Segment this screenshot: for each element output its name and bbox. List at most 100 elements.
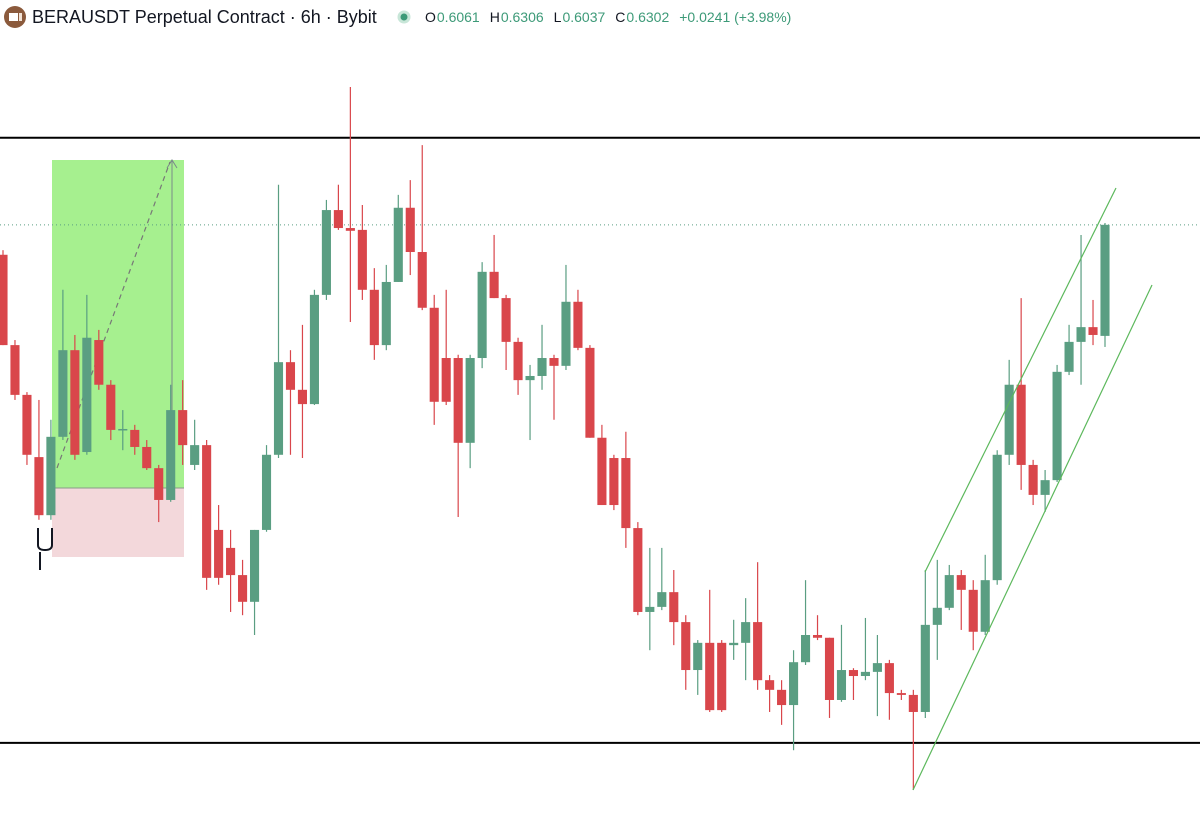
candle-body xyxy=(1064,341,1074,372)
candle-body xyxy=(705,642,715,711)
candle-body xyxy=(345,228,355,231)
candle-body xyxy=(477,271,487,359)
ohlc-label: C xyxy=(615,9,625,25)
candle-body xyxy=(285,362,296,390)
candle-body xyxy=(549,358,559,366)
candle-body xyxy=(561,301,571,366)
candle-body xyxy=(645,606,655,612)
candle-body xyxy=(812,635,823,638)
candle-body xyxy=(58,350,68,437)
candle-body xyxy=(884,663,894,694)
candle-body xyxy=(525,375,535,381)
candle-body xyxy=(908,694,918,712)
logo-icon xyxy=(9,13,18,21)
marker-u xyxy=(37,528,53,552)
candle-body xyxy=(333,210,343,229)
chart-title: BERAUSDT Perpetual Contract · 6h · Bybit xyxy=(32,7,377,27)
candle-body xyxy=(417,252,427,308)
loss-zone xyxy=(52,488,184,557)
candle-body xyxy=(1016,384,1026,465)
ohlc-label: L xyxy=(554,9,562,25)
candle-body xyxy=(753,622,763,681)
channel-lower xyxy=(912,284,1153,791)
candle-body xyxy=(393,207,403,282)
ohlc-label: O xyxy=(425,9,436,25)
candle-body xyxy=(597,437,607,506)
candle-body xyxy=(154,468,164,500)
candle-body xyxy=(920,624,930,712)
candle-body xyxy=(297,389,308,405)
candle-body xyxy=(669,592,679,623)
candle-body xyxy=(273,362,284,455)
candle-body xyxy=(621,458,631,529)
candle-body xyxy=(872,663,882,672)
candle-body xyxy=(824,637,835,700)
candle-body xyxy=(848,670,859,677)
candle-body xyxy=(10,345,20,395)
candle-body xyxy=(202,445,212,578)
candle-body xyxy=(429,307,439,402)
candle-body xyxy=(633,528,643,612)
candle-body xyxy=(261,454,272,530)
candle-body xyxy=(166,410,176,500)
ohlc-readout: O0.6061 H0.6306 L0.6037 C0.6302 +0.0241 (+3.… xyxy=(425,9,791,25)
candle-body xyxy=(1004,384,1014,455)
status-dot xyxy=(397,10,411,24)
candles xyxy=(0,87,1110,790)
candle-body xyxy=(513,341,523,381)
candle-body xyxy=(1052,371,1062,481)
candle-body xyxy=(369,289,379,346)
candle-body xyxy=(0,254,8,346)
candle-body xyxy=(405,207,415,253)
candle-body xyxy=(489,271,499,299)
candle-body xyxy=(657,592,667,607)
ohlc-value: 0.6061 xyxy=(437,9,480,25)
candle-body xyxy=(741,622,751,643)
channel xyxy=(912,187,1153,791)
candle-body xyxy=(130,429,140,447)
change-value: +0.0241 (+3.98%) xyxy=(679,9,791,25)
candle-body xyxy=(46,436,56,516)
candle-body xyxy=(789,662,799,706)
candle-body xyxy=(82,337,92,453)
ohlc-label: H xyxy=(490,9,500,25)
candle-body xyxy=(585,347,595,438)
candle-body xyxy=(70,350,80,455)
candle-body xyxy=(1040,480,1050,495)
candle-body xyxy=(453,358,463,443)
levels xyxy=(0,136,1200,744)
candle-body xyxy=(178,410,188,446)
candle-body xyxy=(537,358,547,376)
candle-body xyxy=(22,394,32,455)
candle-body xyxy=(142,446,152,469)
channel-upper xyxy=(924,187,1117,573)
header-bg xyxy=(0,0,1200,36)
candle-body xyxy=(932,607,942,625)
ohlc-value: 0.6302 xyxy=(626,9,669,25)
candle-body xyxy=(860,671,870,677)
candle-body xyxy=(980,580,990,632)
candle-body xyxy=(106,384,116,430)
candle-body xyxy=(249,529,260,602)
candle-body xyxy=(190,445,200,465)
candle-body xyxy=(836,670,847,700)
candle-body xyxy=(357,229,367,290)
candle-body xyxy=(609,458,619,506)
candle-body xyxy=(441,358,451,402)
arrow-head xyxy=(166,159,178,169)
candle-body xyxy=(944,575,954,608)
candle-body xyxy=(1100,224,1110,336)
candle-body xyxy=(1088,327,1098,335)
candle-body xyxy=(501,298,511,342)
candle-body xyxy=(94,340,104,385)
candle-body xyxy=(1076,327,1086,342)
ohlc-value: 0.6306 xyxy=(501,9,544,25)
candle-body xyxy=(765,680,775,690)
candle-body xyxy=(717,642,727,711)
candle-body xyxy=(465,358,475,443)
candle-body xyxy=(956,575,966,590)
candle-body xyxy=(681,622,691,671)
candle-body xyxy=(800,635,811,663)
candle-body xyxy=(381,281,391,346)
candle-body xyxy=(118,428,128,431)
